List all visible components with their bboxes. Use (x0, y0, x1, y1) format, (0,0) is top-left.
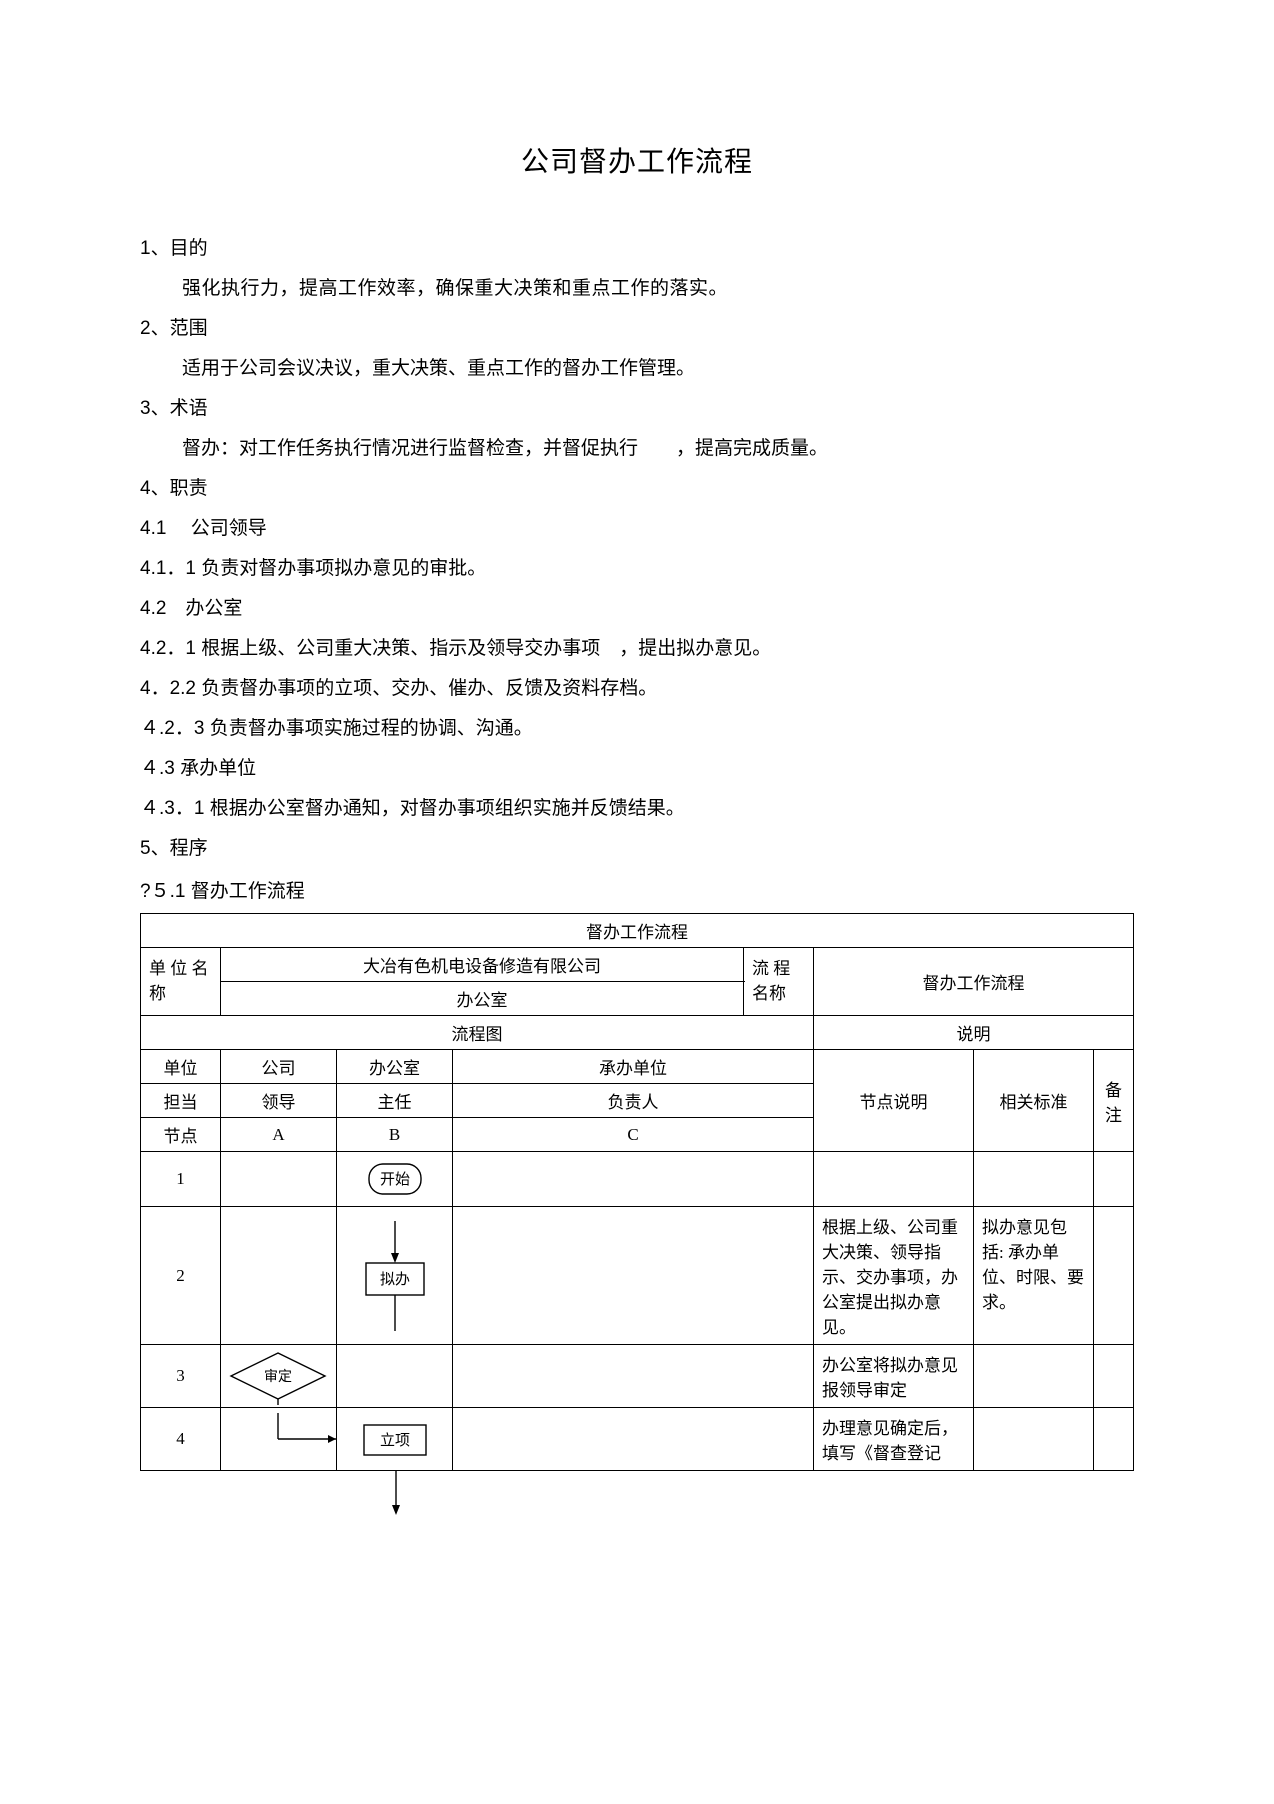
flow-table: 督办工作流程 单 位 名称 大冶有色机电设备修造有限公司 流 程 名称 督办工作… (140, 913, 1134, 1471)
row-1-col-b: 开始 (337, 1152, 453, 1207)
hdr-remark: 备注 (1094, 1050, 1134, 1152)
row-2-col-b: 拟办 (337, 1207, 453, 1345)
section-411: 4.1．1 负责对督办事项拟办意见的审批。 (140, 550, 1134, 588)
proc-label: 流 程 名称 (744, 948, 814, 1016)
hdr-director: 主任 (337, 1084, 453, 1118)
section-42: 4.2 办公室 (140, 590, 1134, 628)
node-start-icon: 开始 (337, 1152, 452, 1206)
col-flowchart: 流程图 (141, 1016, 814, 1050)
svg-text:拟办: 拟办 (380, 1271, 410, 1288)
hdr-office: 办公室 (337, 1050, 453, 1084)
row-1-remark (1094, 1152, 1134, 1207)
row-1-std (974, 1152, 1094, 1207)
row-2-num: 2 (141, 1207, 221, 1345)
row-3-std (974, 1345, 1094, 1408)
section-1-head: 1、目的 (140, 230, 1134, 268)
row-1-desc (814, 1152, 974, 1207)
svg-text:立项: 立项 (380, 1432, 410, 1449)
hdr-role: 担当 (141, 1084, 221, 1118)
node-lixiang-icon: 立项 (337, 1413, 452, 1465)
row-3-col-c (453, 1345, 814, 1408)
section-2-head: 2、范围 (140, 310, 1134, 348)
row-2-remark (1094, 1207, 1134, 1345)
node-start-label: 开始 (380, 1171, 410, 1188)
hdr-node: 节点 (141, 1118, 221, 1152)
node-shending-icon: 审定 (221, 1347, 336, 1405)
row-4-num: 4 (141, 1408, 221, 1471)
row-2-col-a (221, 1207, 337, 1345)
hdr-unit: 单位 (141, 1050, 221, 1084)
trailing-arrow-container (140, 1471, 1134, 1521)
section-5-head: 5、程序 (140, 830, 1134, 868)
row-2-std: 拟办意见包括: 承办单位、时限、要求。 (974, 1207, 1094, 1345)
row-1-num: 1 (141, 1152, 221, 1207)
section-431: ４.3．1 根据办公室督办通知，对督办事项组织实施并反馈结果。 (140, 790, 1134, 828)
row-3-num: 3 (141, 1345, 221, 1408)
row-4-col-b: 立项 (337, 1408, 453, 1471)
proc-value: 督办工作流程 (814, 948, 1134, 1016)
row-3-desc: 办公室将拟办意见报领导审定 (814, 1345, 974, 1408)
section-2-body: 适用于公司会议决议，重大决策、重点工作的督办工作管理。 (140, 350, 1134, 388)
row-3-col-b (337, 1345, 453, 1408)
hdr-standard: 相关标准 (974, 1050, 1094, 1152)
row-4-remark (1094, 1408, 1134, 1471)
row-2-desc: 根据上级、公司重大决策、领导指示、交办事项，办公室提出拟办意见。 (814, 1207, 974, 1345)
hdr-b: B (337, 1118, 453, 1152)
page-title: 公司督办工作流程 (140, 140, 1134, 180)
hdr-leader: 领导 (221, 1084, 337, 1118)
hdr-owner: 负责人 (453, 1084, 814, 1118)
unit-label: 单 位 名称 (141, 948, 221, 1016)
section-3-head: 3、术语 (140, 390, 1134, 428)
table-caption: 督办工作流程 (141, 914, 1134, 948)
row-3-remark (1094, 1345, 1134, 1408)
row-1-col-a (221, 1152, 337, 1207)
hdr-nodedesc: 节点说明 (814, 1050, 974, 1152)
row-4-desc: 办理意见确定后，填写《督查登记 (814, 1408, 974, 1471)
unit-value-top: 大冶有色机电设备修造有限公司 (221, 948, 744, 982)
hdr-contractor: 承办单位 (453, 1050, 814, 1084)
row-4-std (974, 1408, 1094, 1471)
section-3-body: 督办：对工作任务执行情况进行监督检查，并督促执行 ，提高完成质量。 (140, 430, 1134, 468)
section-41: 4.1 公司领导 (140, 510, 1134, 548)
section-423: ４.2．3 负责督办事项实施过程的协调、沟通。 (140, 710, 1134, 748)
row-1-col-c (453, 1152, 814, 1207)
row-2-col-c (453, 1207, 814, 1345)
trailing-arrow-icon (140, 1471, 1140, 1521)
section-422: 4．2.2 负责督办事项的立项、交办、催办、反馈及资料存档。 (140, 670, 1134, 708)
section-421: 4.2．1 根据上级、公司重大决策、指示及领导交办事项 ，提出拟办意见。 (140, 630, 1134, 668)
section-51: ?５.1 督办工作流程 (140, 876, 1134, 903)
hdr-a: A (221, 1118, 337, 1152)
row-3-col-a: 审定 (221, 1345, 337, 1408)
svg-text:审定: 审定 (264, 1369, 292, 1385)
section-4-head: 4、职责 (140, 470, 1134, 508)
hdr-c: C (453, 1118, 814, 1152)
row-4-col-a (221, 1408, 337, 1471)
hdr-company: 公司 (221, 1050, 337, 1084)
section-1-body: 强化执行力，提高工作效率，确保重大决策和重点工作的落实。 (140, 270, 1134, 308)
row-4-col-c (453, 1408, 814, 1471)
node-niban-icon: 拟办 (337, 1221, 452, 1331)
section-43: ４.3 承办单位 (140, 750, 1134, 788)
unit-value-bottom: 办公室 (221, 982, 744, 1016)
col-desc: 说明 (814, 1016, 1134, 1050)
